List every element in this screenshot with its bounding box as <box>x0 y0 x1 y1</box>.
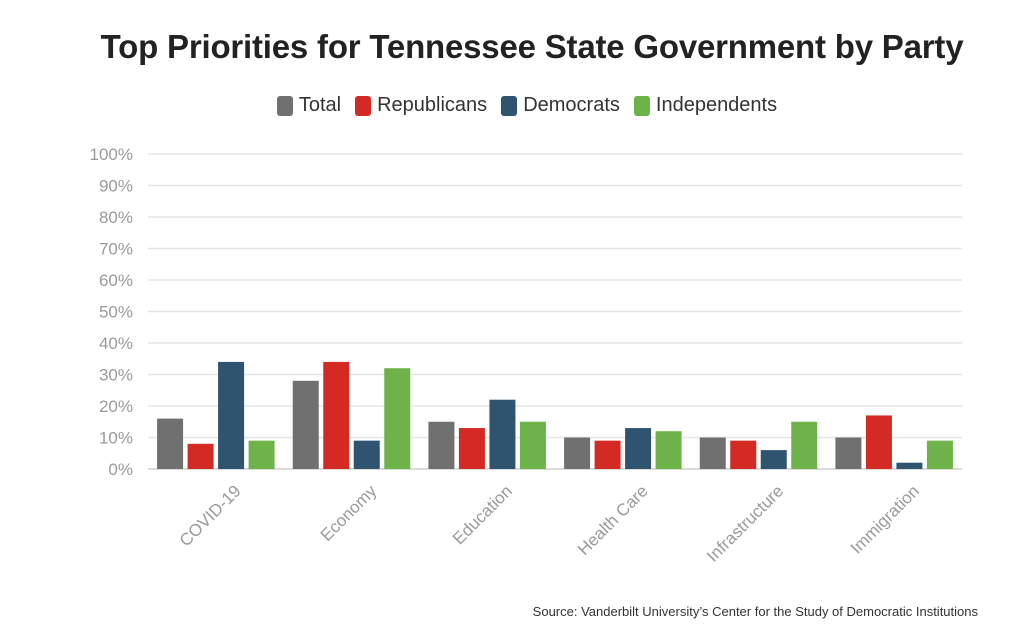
chart-legend: Total Republicans Democrats Independents <box>0 94 1024 117</box>
y-tick-label: 60% <box>99 271 133 290</box>
bar-democrats-immigration <box>896 462 923 469</box>
bar-republicans-infrastructure <box>730 440 757 469</box>
bar-democrats-health-care <box>625 428 652 469</box>
bar-total-infrastructure <box>699 437 726 469</box>
bar-democrats-infrastructure <box>760 450 787 469</box>
y-tick-label: 50% <box>99 303 133 322</box>
bar-republicans-health-care <box>594 440 621 469</box>
bar-independents-health-care <box>655 431 682 469</box>
bar-democrats-education <box>489 399 516 469</box>
bar-republicans-covid-19 <box>187 443 214 469</box>
source-note: Source: Vanderbilt University’s Center f… <box>532 604 978 619</box>
bar-total-immigration <box>835 437 862 469</box>
legend-swatch-independents <box>633 95 650 116</box>
bar-independents-infrastructure <box>791 421 818 469</box>
bar-republicans-economy <box>323 361 350 469</box>
x-tick-label: COVID-19 <box>176 481 245 550</box>
x-tick-label: Infrastructure <box>703 481 787 565</box>
y-tick-label: 80% <box>99 208 133 227</box>
legend-swatch-total <box>276 95 293 116</box>
x-tick-label: Immigration <box>847 481 923 557</box>
legend-item-total[interactable]: Total <box>276 94 342 117</box>
y-tick-label: 30% <box>99 366 133 385</box>
bar-democrats-covid-19 <box>218 361 245 469</box>
x-tick-label: Economy <box>317 481 381 545</box>
bar-independents-education <box>519 421 546 469</box>
y-tick-label: 10% <box>99 429 133 448</box>
legend-label-democrats: Democrats <box>523 94 620 116</box>
y-tick-label: 40% <box>99 334 133 353</box>
x-tick-label: Education <box>449 481 516 548</box>
bar-total-economy <box>292 380 319 469</box>
legend-item-republicans[interactable]: Republicans <box>355 94 487 117</box>
y-tick-label: 20% <box>99 397 133 416</box>
bar-independents-immigration <box>926 440 953 469</box>
legend-label-total: Total <box>298 94 342 116</box>
chart-title: Top Priorities for Tennessee State Gover… <box>100 28 964 65</box>
bar-independents-covid-19 <box>248 440 275 469</box>
bar-total-health-care <box>564 437 591 469</box>
legend-swatch-republicans <box>355 95 372 116</box>
legend-item-democrats[interactable]: Democrats <box>501 94 620 117</box>
legend-swatch-democrats <box>501 95 518 116</box>
y-tick-label: 70% <box>99 240 133 259</box>
bar-republicans-immigration <box>865 415 892 469</box>
legend-label-republicans: Republicans <box>377 94 488 116</box>
x-tick-label: Health Care <box>574 481 652 559</box>
legend-item-independents[interactable]: Independents <box>633 94 778 117</box>
y-tick-label: 0% <box>108 460 133 479</box>
bar-republicans-education <box>458 428 485 469</box>
bar-independents-economy <box>384 368 411 469</box>
bar-total-education <box>428 421 455 469</box>
legend-label-independents: Independents <box>655 94 778 116</box>
y-tick-label: 100% <box>90 145 133 164</box>
bar-total-covid-19 <box>157 418 184 469</box>
y-tick-label: 90% <box>99 177 133 196</box>
bar-chart: 0% 10% 20% 30% 40% 50% 60% 70% 80% 90% 100% COVID-1… <box>90 145 962 566</box>
bar-democrats-economy <box>353 440 380 469</box>
